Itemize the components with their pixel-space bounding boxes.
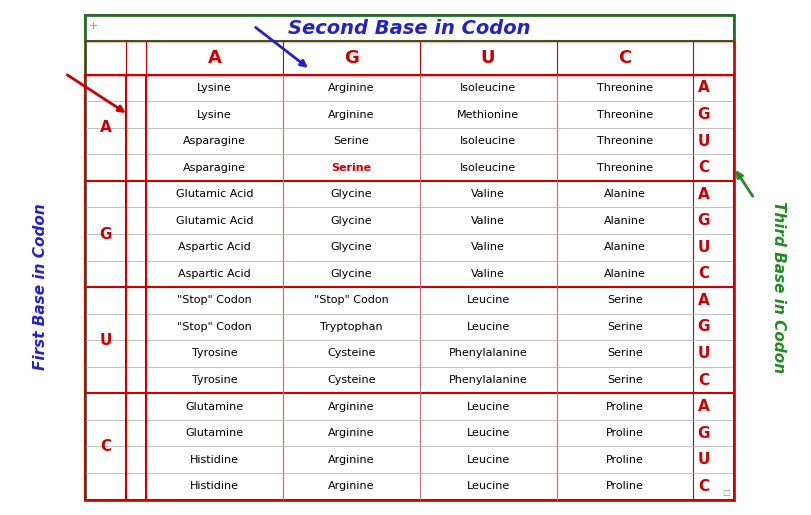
Text: Second Base in Codon: Second Base in Codon: [288, 19, 531, 38]
Text: Valine: Valine: [471, 242, 505, 252]
Text: Threonine: Threonine: [597, 110, 653, 119]
Text: C: C: [698, 372, 709, 388]
Text: C: C: [698, 266, 709, 281]
Text: Phenylalanine: Phenylalanine: [448, 349, 527, 358]
Text: U: U: [697, 452, 710, 467]
Text: Threonine: Threonine: [597, 136, 653, 146]
Text: Leucine: Leucine: [466, 428, 510, 438]
Text: +: +: [89, 21, 99, 30]
Text: G: G: [344, 49, 358, 67]
Text: Cysteine: Cysteine: [327, 375, 375, 385]
Text: Tyrosine: Tyrosine: [191, 349, 238, 358]
Text: Serine: Serine: [607, 296, 643, 305]
Text: Aspartic Acid: Aspartic Acid: [178, 242, 251, 252]
Text: C: C: [698, 160, 709, 175]
Text: G: G: [697, 319, 710, 334]
Text: Glycine: Glycine: [330, 269, 372, 279]
Text: U: U: [697, 346, 710, 361]
Text: C: C: [698, 479, 709, 494]
Text: Proline: Proline: [606, 428, 644, 438]
Text: Asparagine: Asparagine: [183, 163, 246, 173]
Text: Cysteine: Cysteine: [327, 349, 375, 358]
Text: Serine: Serine: [333, 136, 369, 146]
Text: Glycine: Glycine: [330, 189, 372, 199]
Text: Serine: Serine: [331, 163, 371, 173]
Text: Arginine: Arginine: [328, 83, 375, 93]
Text: Valine: Valine: [471, 216, 505, 226]
Text: Isoleucine: Isoleucine: [460, 83, 516, 93]
Text: Valine: Valine: [471, 189, 505, 199]
Text: Glycine: Glycine: [330, 242, 372, 252]
Text: Lysine: Lysine: [197, 83, 232, 93]
Text: Alanine: Alanine: [604, 189, 646, 199]
Text: Isoleucine: Isoleucine: [460, 163, 516, 173]
Text: G: G: [697, 107, 710, 122]
Text: "Stop" Codon: "Stop" Codon: [314, 296, 388, 305]
Text: A: A: [208, 49, 221, 67]
Text: "Stop" Codon: "Stop" Codon: [177, 322, 251, 332]
Text: Arginine: Arginine: [328, 402, 375, 411]
Text: Threonine: Threonine: [597, 163, 653, 173]
Text: Serine: Serine: [607, 375, 643, 385]
Text: U: U: [99, 333, 112, 348]
Text: Alanine: Alanine: [604, 216, 646, 226]
Text: Leucine: Leucine: [466, 455, 510, 465]
Text: A: A: [697, 186, 710, 202]
Text: A: A: [697, 80, 710, 95]
Text: Threonine: Threonine: [597, 83, 653, 93]
Text: A: A: [100, 121, 111, 135]
Text: "Stop" Codon: "Stop" Codon: [177, 296, 251, 305]
Text: Glycine: Glycine: [330, 216, 372, 226]
Text: Glutamine: Glutamine: [186, 428, 243, 438]
Text: First Base in Codon: First Base in Codon: [33, 204, 48, 370]
Text: Isoleucine: Isoleucine: [460, 136, 516, 146]
Text: Alanine: Alanine: [604, 242, 646, 252]
Text: Glutamic Acid: Glutamic Acid: [176, 216, 253, 226]
Text: Lysine: Lysine: [197, 110, 232, 119]
Text: Arginine: Arginine: [328, 482, 375, 491]
Text: Leucine: Leucine: [466, 402, 510, 411]
Text: Valine: Valine: [471, 269, 505, 279]
Text: Aspartic Acid: Aspartic Acid: [178, 269, 251, 279]
Text: Glutamine: Glutamine: [186, 402, 243, 411]
Text: Arginine: Arginine: [328, 428, 375, 438]
Text: Asparagine: Asparagine: [183, 136, 246, 146]
Text: G: G: [697, 426, 710, 441]
Text: Glutamic Acid: Glutamic Acid: [176, 189, 253, 199]
Text: Leucine: Leucine: [466, 322, 510, 332]
Text: U: U: [697, 240, 710, 255]
Text: Arginine: Arginine: [328, 455, 375, 465]
Text: Serine: Serine: [607, 322, 643, 332]
Text: Serine: Serine: [607, 349, 643, 358]
Text: Tryptophan: Tryptophan: [320, 322, 383, 332]
Text: G: G: [697, 213, 710, 228]
Text: Proline: Proline: [606, 482, 644, 491]
Text: Tyrosine: Tyrosine: [191, 375, 238, 385]
Text: C: C: [100, 439, 111, 454]
Text: Leucine: Leucine: [466, 482, 510, 491]
Text: Histidine: Histidine: [190, 482, 239, 491]
Text: Phenylalanine: Phenylalanine: [448, 375, 527, 385]
Text: Alanine: Alanine: [604, 269, 646, 279]
Text: □: □: [722, 488, 730, 497]
Text: Methionine: Methionine: [457, 110, 519, 119]
Text: Third Base in Codon: Third Base in Codon: [771, 201, 786, 373]
Text: G: G: [99, 227, 112, 242]
Text: Arginine: Arginine: [328, 110, 375, 119]
Text: Proline: Proline: [606, 402, 644, 411]
Text: A: A: [697, 399, 710, 414]
Text: Histidine: Histidine: [190, 455, 239, 465]
Text: U: U: [481, 49, 496, 67]
Text: Leucine: Leucine: [466, 296, 510, 305]
Text: A: A: [697, 293, 710, 308]
Text: Proline: Proline: [606, 455, 644, 465]
Text: C: C: [618, 49, 632, 67]
Text: U: U: [697, 133, 710, 148]
